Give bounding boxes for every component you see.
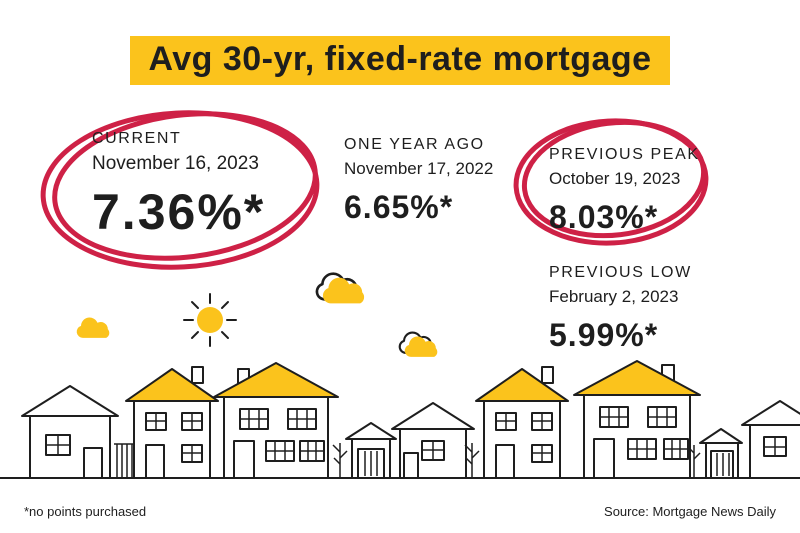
garage-icon (699, 428, 743, 479)
cloud-icon (76, 317, 110, 338)
house-icon (475, 366, 569, 479)
cloud-icon (398, 331, 438, 357)
sun-icon (183, 293, 237, 347)
house-icon (213, 362, 339, 479)
fence-icon (114, 443, 138, 477)
stat-date: October 19, 2023 (549, 169, 681, 188)
stat-label: ONE YEAR AGO (344, 136, 485, 153)
stat-one-year-ago: ONE YEAR AGO November 17, 2022 6.65%* (344, 136, 493, 226)
stat-value: 5.99%* (549, 317, 659, 353)
stat-label: CURRENT (92, 130, 182, 147)
stat-date: November 17, 2022 (344, 159, 494, 178)
stat-previous-peak: PREVIOUS PEAK October 19, 2023 8.03%* (549, 146, 700, 236)
tree-icon (332, 443, 348, 478)
house-icon (741, 400, 800, 479)
stat-date: February 2, 2023 (549, 287, 679, 306)
neighborhood-illustration (0, 360, 800, 479)
house-icon (573, 360, 701, 479)
stat-previous-low: PREVIOUS LOW February 2, 2023 5.99%* (549, 264, 692, 354)
stat-date: November 16, 2023 (92, 153, 259, 174)
stat-label: PREVIOUS LOW (549, 264, 692, 281)
tree-icon (687, 445, 701, 478)
header: Avg 30-yr, fixed-rate mortgage (0, 36, 800, 85)
page-title: Avg 30-yr, fixed-rate mortgage (130, 36, 670, 85)
garage-icon (345, 422, 397, 479)
house-icon (21, 385, 119, 479)
footnote: *no points purchased (24, 504, 147, 519)
house-icon (391, 402, 475, 479)
cloud-icon (315, 272, 365, 304)
stat-current: CURRENT November 16, 2023 7.36%* (92, 130, 265, 241)
source-credit: Source: Mortgage News Daily (604, 504, 776, 519)
stat-label: PREVIOUS PEAK (549, 146, 700, 163)
stat-value: 7.36%* (92, 184, 266, 240)
tree-icon (464, 443, 480, 478)
stat-value: 8.03%* (549, 199, 659, 235)
house-icon (125, 366, 219, 479)
stat-value: 6.65%* (344, 189, 454, 225)
